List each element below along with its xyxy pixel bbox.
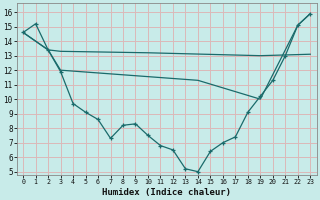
X-axis label: Humidex (Indice chaleur): Humidex (Indice chaleur) bbox=[102, 188, 231, 197]
